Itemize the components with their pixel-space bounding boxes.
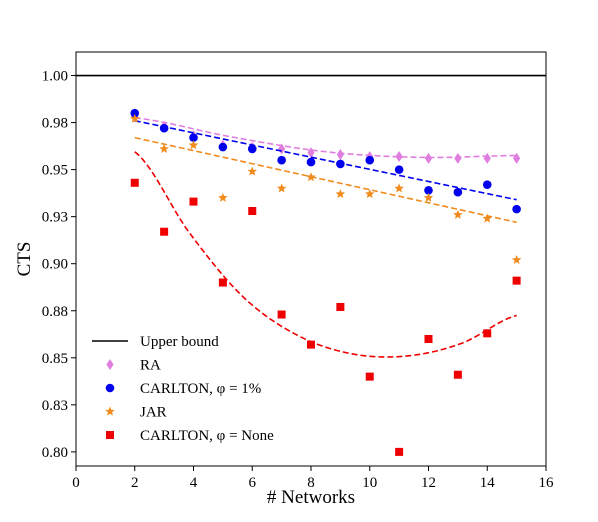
data-point-2-6 (306, 172, 316, 182)
data-point-3-10 (424, 334, 433, 343)
data-point-1-13 (512, 204, 521, 214)
plot-area (76, 74, 546, 456)
x-tick-label: 6 (249, 475, 257, 491)
y-tick-label: 0.85 (42, 351, 68, 367)
fit-curve-2 (134, 136, 517, 224)
data-point-2-8 (364, 189, 375, 199)
y-tick-label: 1.00 (42, 69, 68, 85)
data-point-3-13 (512, 276, 521, 285)
data-point-1-10 (424, 186, 433, 195)
legend-label-upper-bound: Upper bound (140, 334, 219, 350)
data-point-1-8 (365, 155, 375, 165)
data-point-2-12 (482, 213, 493, 223)
y-tick-label: 0.88 (42, 304, 68, 320)
legend: Upper bound RA CARLTON, φ = 1% JAR CARLTON, … (92, 334, 274, 444)
x-axis-title: # Networks (267, 487, 355, 508)
x-tick-label: 8 (307, 475, 315, 491)
x-tick-label: 16 (539, 475, 555, 491)
data-point-3-5 (277, 310, 286, 319)
y-tick-label: 0.93 (42, 210, 68, 226)
y-tick-label: 0.90 (42, 257, 68, 273)
data-point-3-8 (365, 372, 374, 381)
y-tick-label: 0.80 (42, 445, 68, 461)
y-axis-title: CTS (14, 242, 35, 277)
data-point-1-1 (159, 123, 169, 133)
data-point-3-7 (336, 302, 345, 311)
data-point-2-11 (453, 209, 463, 219)
data-point-1-9 (394, 165, 404, 174)
data-point-2-9 (394, 183, 404, 193)
data-point-3-0 (130, 178, 139, 187)
x-tick-label: 4 (190, 475, 198, 491)
x-tick-label: 14 (480, 475, 496, 491)
data-point-1-3 (218, 142, 228, 152)
data-point-1-11 (453, 187, 463, 197)
data-point-1-12 (482, 180, 492, 189)
legend-swatch-1 (105, 383, 115, 393)
data-point-2-2 (188, 140, 199, 150)
x-tick-label: 10 (362, 475, 377, 491)
data-point-3-6 (307, 340, 315, 349)
data-point-2-7 (335, 189, 346, 199)
data-point-0-13 (513, 152, 521, 164)
data-point-3-9 (395, 447, 404, 456)
data-point-2-0 (129, 113, 140, 123)
legend-swatch-2 (105, 406, 115, 416)
data-point-0-9 (395, 150, 403, 162)
axes: 0 2 4 6 8 10 12 14 16 0.80 0.83 0.85 0.88 0.90 0.93 0.9… (14, 51, 555, 508)
data-point-1-0 (130, 108, 140, 118)
legend-label-0: RA (140, 358, 161, 374)
x-tick-label: 12 (421, 475, 436, 491)
data-point-3-3 (218, 278, 227, 287)
data-point-2-10 (423, 192, 434, 202)
data-point-2-3 (218, 192, 228, 202)
data-point-1-6 (306, 157, 316, 167)
data-point-3-4 (248, 207, 257, 216)
data-point-1-2 (189, 133, 198, 142)
data-point-3-12 (483, 329, 492, 338)
data-point-2-13 (511, 254, 522, 264)
data-point-2-4 (247, 166, 258, 176)
y-tick-label: 0.95 (42, 163, 68, 179)
data-point-0-10 (424, 152, 433, 164)
data-point-0-12 (483, 152, 491, 164)
data-point-1-4 (247, 144, 257, 154)
data-point-1-5 (277, 155, 286, 165)
data-point-3-11 (453, 370, 462, 379)
y-tick-label: 0.83 (42, 398, 68, 414)
fit-curve-0 (134, 117, 517, 159)
data-point-3-2 (189, 197, 198, 206)
legend-swatch-3 (106, 431, 114, 439)
data-point-0-11 (454, 152, 462, 164)
data-point-0-7 (336, 149, 344, 161)
data-point-0-6 (307, 147, 315, 159)
data-point-1-7 (336, 159, 345, 169)
y-tick-label: 0.98 (42, 116, 68, 132)
data-point-2-5 (276, 183, 287, 193)
data-point-3-1 (160, 227, 169, 236)
fit-curve-1 (134, 119, 517, 201)
legend-swatch-0 (106, 359, 114, 370)
x-tick-label: 2 (131, 475, 139, 491)
fit-curve-3 (134, 151, 517, 358)
data-point-0-5 (278, 143, 286, 155)
legend-label-1: CARLTON, φ = 1% (140, 381, 261, 397)
data-point-2-1 (159, 143, 169, 153)
legend-label-3: CARLTON, φ = None (140, 428, 274, 444)
x-tick-label: 0 (72, 475, 80, 491)
legend-label-2: JAR (140, 405, 167, 421)
